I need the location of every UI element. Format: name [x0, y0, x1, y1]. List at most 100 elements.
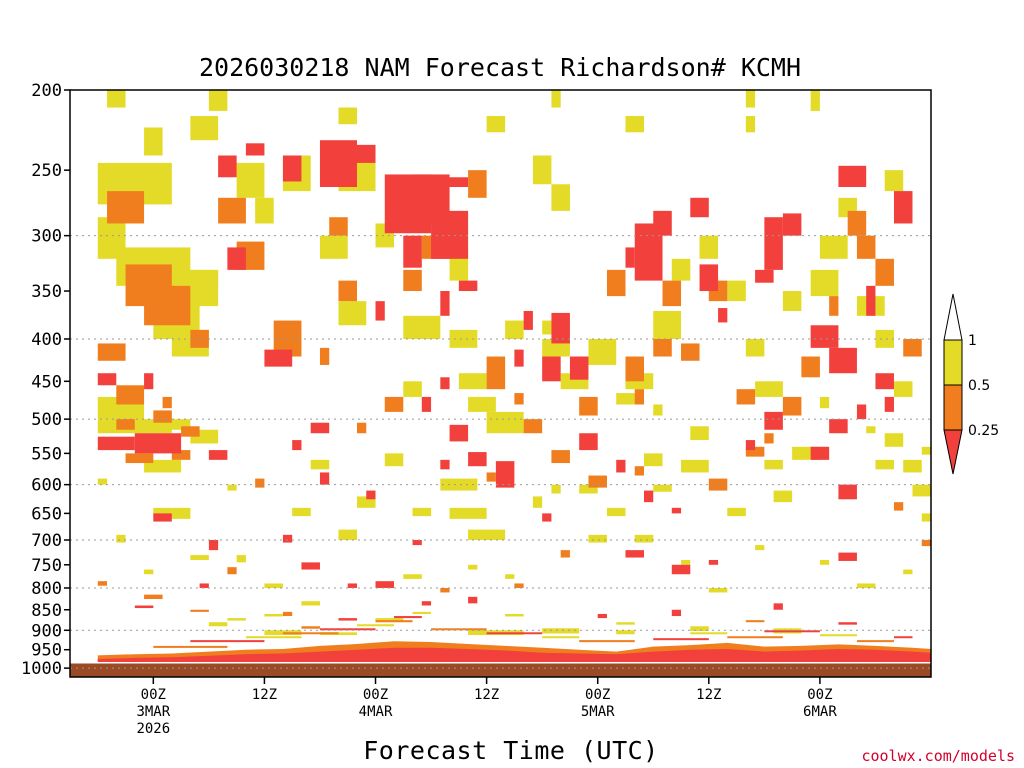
pbl-streak — [282, 632, 339, 635]
ri-cell-0.5-1 — [903, 569, 913, 575]
ri-cell-lt0.25 — [375, 301, 385, 321]
ri-cell-0.25-0.5 — [218, 197, 246, 224]
ri-cell-lt0.25 — [227, 247, 246, 270]
ri-cell-lt0.25 — [282, 534, 293, 543]
ri-cell-0.5-1 — [384, 453, 404, 467]
ri-cell-0.5-1 — [634, 534, 654, 543]
ri-cell-lt0.25 — [319, 472, 330, 485]
ri-cell-0.5-1 — [681, 559, 691, 565]
ri-cell-lt0.25 — [282, 155, 302, 182]
legend-swatch-0.25-0.5 — [943, 384, 963, 431]
ri-cell-lt0.25 — [671, 609, 682, 617]
ground-layer — [70, 662, 931, 677]
ri-cell-0.5-1 — [403, 574, 422, 579]
ri-cell-0.5-1 — [708, 587, 728, 593]
ri-cell-0.5-1 — [144, 569, 154, 575]
ri-cell-0.5-1 — [468, 529, 506, 541]
ri-cell-0.5-1 — [227, 484, 237, 491]
ri-cell-lt0.25 — [644, 490, 654, 503]
ri-cell-0.25-0.5 — [625, 356, 644, 382]
ri-cell-0.5-1 — [588, 534, 607, 543]
ri-cell-0.25-0.5 — [319, 347, 330, 365]
ri-cell-0.25-0.5 — [181, 426, 200, 437]
ri-cell-0.5-1 — [449, 329, 478, 348]
x-tick-label: 12Z — [474, 687, 499, 703]
ri-cell-0.25-0.5 — [329, 217, 348, 236]
ri-cell-lt0.25 — [208, 450, 228, 460]
ri-cell-lt0.25 — [310, 422, 330, 434]
ri-cell-lt0.25 — [884, 396, 894, 412]
ri-cell-0.25-0.5 — [903, 338, 922, 357]
ri-cell-0.5-1 — [440, 478, 478, 491]
pbl-streak — [653, 638, 709, 641]
ri-cell-lt0.25 — [764, 411, 783, 430]
pbl-streak — [542, 636, 580, 639]
pbl-streak — [338, 618, 357, 621]
ri-cell-0.5-1 — [292, 507, 311, 517]
credit-link[interactable]: coolwx.com/models — [861, 747, 1015, 765]
ri-cell-0.5-1 — [468, 564, 478, 570]
ri-cell-0.5-1 — [884, 170, 904, 192]
ri-cell-0.25-0.5 — [338, 280, 357, 302]
ri-cell-lt0.25 — [97, 373, 117, 386]
ri-cell-0.25-0.5 — [486, 356, 506, 390]
ri-cell-0.5-1 — [579, 484, 598, 494]
pbl-streak — [412, 611, 432, 614]
ri-cell-lt0.25 — [764, 217, 783, 270]
pbl-streak — [505, 613, 524, 617]
y-tick-label: 650 — [31, 504, 62, 524]
ri-cell-0.5-1 — [319, 235, 348, 259]
ri-cell-0.25-0.5 — [97, 581, 108, 586]
ri-cell-0.5-1 — [542, 320, 552, 335]
ri-cell-0.25-0.5 — [579, 396, 598, 416]
ri-cell-0.25-0.5 — [468, 170, 487, 198]
pbl-streak — [190, 609, 209, 612]
ri-cell-0.25-0.5 — [588, 475, 607, 488]
ri-cell-lt0.25 — [514, 349, 524, 367]
ri-cell-lt0.25 — [810, 325, 839, 348]
ri-cell-0.5-1 — [653, 484, 672, 492]
ri-cell-0.25-0.5 — [921, 540, 931, 547]
legend-label: 0.5 — [968, 378, 990, 394]
ri-cell-0.5-1 — [727, 507, 746, 517]
ri-cell-0.25-0.5 — [764, 433, 774, 444]
ri-cell-lt0.25 — [264, 349, 293, 367]
ri-cell-0.5-1 — [116, 534, 126, 543]
ri-cell-0.25-0.5 — [162, 396, 172, 409]
ri-cell-lt0.25 — [153, 513, 172, 522]
y-tick-label: 250 — [31, 161, 62, 181]
ri-cell-lt0.25 — [208, 540, 219, 551]
legend-label: 0.25 — [968, 423, 999, 439]
ri-cell-0.5-1 — [875, 459, 894, 470]
ri-cell-0.25-0.5 — [782, 396, 802, 416]
ri-cell-lt0.25 — [866, 285, 876, 316]
ri-cell-0.5-1 — [532, 155, 552, 185]
ri-cell-0.5-1 — [449, 507, 487, 519]
ri-cell-0.5-1 — [551, 90, 561, 108]
ri-cell-0.25-0.5 — [282, 611, 293, 617]
ri-cell-lt0.25 — [551, 312, 570, 344]
ri-cell-lt0.25 — [421, 396, 432, 412]
ri-cell-0.5-1 — [690, 626, 709, 632]
ri-cell-0.5-1 — [97, 478, 108, 485]
ri-cell-lt0.25 — [625, 550, 644, 558]
ri-cell-0.5-1 — [236, 162, 265, 198]
ri-cell-0.5-1 — [616, 630, 635, 635]
ri-cell-lt0.25 — [671, 564, 691, 575]
ri-cell-lt0.25 — [893, 191, 913, 224]
ri-cell-0.5-1 — [181, 269, 219, 292]
y-tick-label: 200 — [31, 81, 62, 101]
ri-cell-lt0.25 — [301, 562, 320, 570]
ri-cell-lt0.25 — [671, 507, 682, 514]
ri-cell-0.5-1 — [144, 127, 163, 156]
ri-cell-lt0.25 — [199, 583, 209, 588]
x-axis-label: Forecast Time (UTC) — [363, 736, 658, 765]
ri-cell-0.5-1 — [505, 574, 515, 579]
pbl-streak — [245, 636, 302, 639]
ri-cell-0.5-1 — [745, 115, 756, 133]
pbl-streak — [375, 620, 413, 623]
chart-title: 2026030218 NAM Forecast Richardson# KCMH — [199, 53, 801, 82]
ri-cell-0.5-1 — [745, 338, 765, 357]
pbl-streak — [764, 630, 820, 633]
